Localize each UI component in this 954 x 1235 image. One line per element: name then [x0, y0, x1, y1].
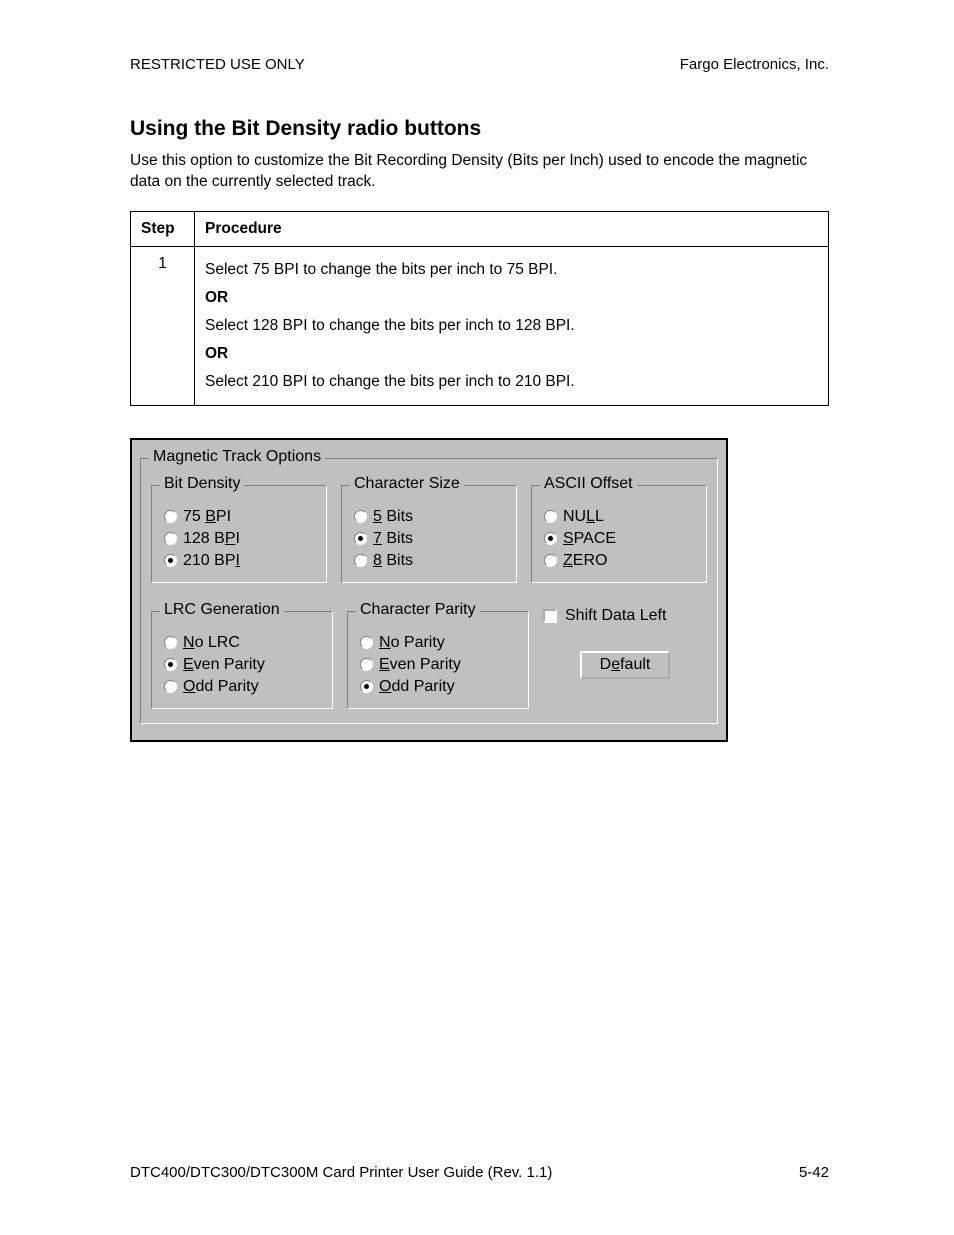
ascii-offset-legend: ASCII Offset [540, 475, 637, 493]
lrc-label-0: No LRC [183, 634, 240, 652]
magnetic-track-options-group: Magnetic Track Options Bit Density 75 BP… [140, 458, 718, 724]
procedure-cell: Select 75 BPI to change the bits per inc… [195, 246, 829, 405]
char-size-legend: Character Size [350, 475, 464, 493]
bit-density-label-0: 75 BPI [183, 508, 231, 526]
radio-icon [544, 510, 557, 523]
ascii-offset-option-2[interactable]: ZERO [540, 552, 698, 570]
lrc-label-2: Odd Parity [183, 678, 259, 696]
radio-icon [164, 554, 177, 567]
radio-icon [164, 658, 177, 671]
lrc-label-1: Even Parity [183, 656, 265, 674]
header-right: Fargo Electronics, Inc. [680, 56, 829, 73]
section-intro: Use this option to customize the Bit Rec… [130, 151, 829, 193]
outer-legend: Magnetic Track Options [149, 448, 325, 466]
radio-icon [360, 658, 373, 671]
page-header: RESTRICTED USE ONLY Fargo Electronics, I… [130, 56, 829, 73]
default-button[interactable]: Default [580, 651, 670, 679]
proc-or-1: OR [205, 289, 818, 307]
lrc-option-0[interactable]: No LRC [160, 634, 324, 652]
ascii-offset-option-1[interactable]: SPACE [540, 530, 698, 548]
character-parity-group: Character Parity No ParityEven ParityOdd… [347, 611, 529, 709]
lrc-option-1[interactable]: Even Parity [160, 656, 324, 674]
ascii-offset-group: ASCII Offset NULLSPACEZERO [531, 485, 707, 583]
step-num: 1 [131, 246, 195, 405]
bit-density-option-1[interactable]: 128 BPI [160, 530, 318, 548]
section-title: Using the Bit Density radio buttons [130, 117, 829, 141]
ascii-offset-label-1: SPACE [563, 530, 616, 548]
default-button-label: Default [600, 656, 651, 674]
char-parity-label-0: No Parity [379, 634, 445, 652]
procedure-table: Step Procedure 1 Select 75 BPI to change… [130, 211, 829, 406]
char-parity-option-0[interactable]: No Parity [356, 634, 520, 652]
col-step: Step [131, 211, 195, 246]
char-parity-label-1: Even Parity [379, 656, 461, 674]
page-footer: DTC400/DTC300/DTC300M Card Printer User … [130, 1164, 829, 1181]
proc-or-2: OR [205, 345, 818, 363]
char-size-option-0[interactable]: 5 Bits [350, 508, 508, 526]
bit-density-option-0[interactable]: 75 BPI [160, 508, 318, 526]
radio-icon [164, 636, 177, 649]
bit-density-option-2[interactable]: 210 BPI [160, 552, 318, 570]
bit-density-legend: Bit Density [160, 475, 244, 493]
radio-icon [544, 554, 557, 567]
ascii-offset-option-0[interactable]: NULL [540, 508, 698, 526]
ascii-offset-label-0: NULL [563, 508, 604, 526]
char-size-label-2: 8 Bits [373, 552, 413, 570]
bit-density-label-1: 128 BPI [183, 530, 240, 548]
dialog-screenshot: Magnetic Track Options Bit Density 75 BP… [130, 438, 728, 742]
char-size-option-2[interactable]: 8 Bits [350, 552, 508, 570]
radio-icon [360, 636, 373, 649]
char-size-option-1[interactable]: 7 Bits [350, 530, 508, 548]
radio-icon [164, 532, 177, 545]
lrc-legend: LRC Generation [160, 601, 284, 619]
char-parity-option-1[interactable]: Even Parity [356, 656, 520, 674]
char-parity-option-2[interactable]: Odd Parity [356, 678, 520, 696]
radio-icon [164, 680, 177, 693]
shift-data-left-label: Shift Data Left [565, 607, 666, 625]
bit-density-label-2: 210 BPI [183, 552, 240, 570]
radio-icon [354, 510, 367, 523]
proc-line-1: Select 75 BPI to change the bits per inc… [205, 261, 818, 279]
bit-density-group: Bit Density 75 BPI128 BPI210 BPI [151, 485, 327, 583]
char-size-label-0: 5 Bits [373, 508, 413, 526]
radio-icon [354, 554, 367, 567]
footer-right: 5-42 [799, 1164, 829, 1181]
radio-icon [164, 510, 177, 523]
character-size-group: Character Size 5 Bits7 Bits8 Bits [341, 485, 517, 583]
ascii-offset-label-2: ZERO [563, 552, 607, 570]
lrc-generation-group: LRC Generation No LRCEven ParityOdd Pari… [151, 611, 333, 709]
footer-left: DTC400/DTC300/DTC300M Card Printer User … [130, 1164, 552, 1181]
col-proc: Procedure [195, 211, 829, 246]
lrc-option-2[interactable]: Odd Parity [160, 678, 324, 696]
proc-line-2: Select 128 BPI to change the bits per in… [205, 317, 818, 335]
shift-data-left-checkbox[interactable]: Shift Data Left [543, 607, 707, 625]
char-size-label-1: 7 Bits [373, 530, 413, 548]
char-parity-label-2: Odd Parity [379, 678, 455, 696]
proc-line-3: Select 210 BPI to change the bits per in… [205, 373, 818, 391]
header-left: RESTRICTED USE ONLY [130, 56, 305, 73]
radio-icon [360, 680, 373, 693]
checkbox-icon [543, 609, 557, 623]
right-column: Shift Data Left Default [543, 599, 707, 679]
char-parity-legend: Character Parity [356, 601, 480, 619]
radio-icon [354, 532, 367, 545]
radio-icon [544, 532, 557, 545]
